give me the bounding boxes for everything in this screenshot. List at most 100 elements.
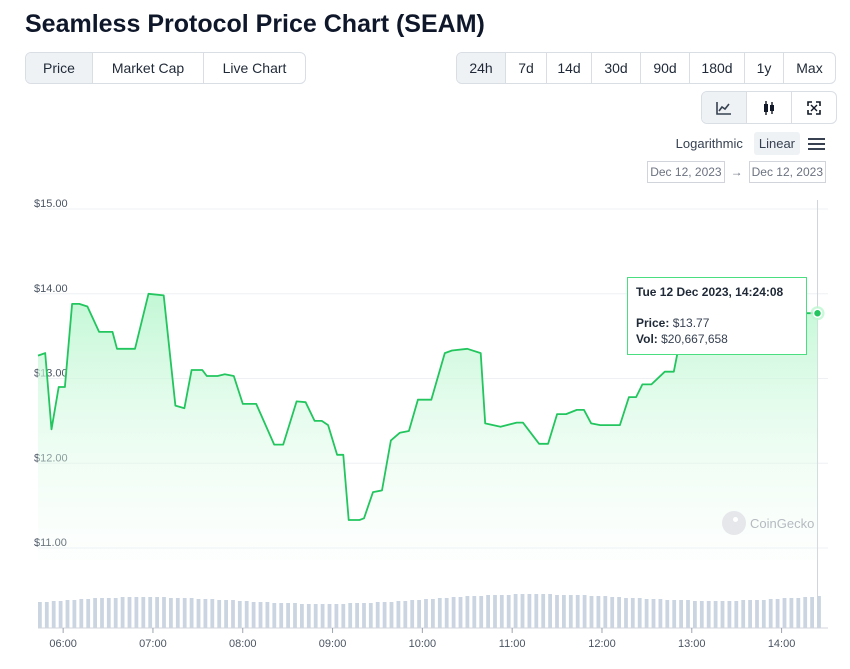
volume-bar (693, 601, 697, 628)
volume-bar (796, 598, 801, 628)
volume-bar (458, 597, 463, 628)
volume-bar (141, 597, 146, 628)
range-180d[interactable]: 180d (689, 53, 744, 83)
volume-bar (810, 597, 814, 628)
volume-bar (444, 598, 449, 628)
volume-bar (251, 602, 256, 628)
volume-bar (741, 600, 746, 628)
volume-bar (617, 597, 621, 628)
volume-bar (148, 597, 153, 628)
logarithmic-option[interactable]: Logarithmic (675, 136, 743, 151)
volume-bar (279, 603, 284, 628)
volume-bar (93, 598, 97, 628)
volume-bar (382, 602, 387, 628)
hamburger-menu-icon[interactable] (806, 134, 826, 154)
volume-bar (306, 604, 311, 628)
volume-bar (100, 598, 104, 628)
volume-bar (582, 595, 587, 628)
volume-bar (610, 597, 615, 628)
x-tick-label: 11:00 (499, 638, 526, 650)
tooltip-vol-label: Vol: (636, 332, 658, 346)
volume-bar (362, 603, 366, 628)
volume-bar (761, 600, 766, 628)
fullscreen-button[interactable] (791, 92, 836, 123)
volume-bar (520, 594, 525, 628)
coingecko-logo-icon (722, 511, 746, 535)
volume-bar (768, 599, 773, 628)
line-chart-icon (716, 101, 731, 115)
time-range-selector: 24h 7d 14d 30d 90d 180d 1y Max (456, 52, 836, 84)
volume-bar (555, 595, 559, 628)
volume-bar (231, 600, 235, 628)
volume-bar (79, 599, 84, 628)
x-tick-label: 09:00 (319, 638, 347, 650)
volume-bar (658, 599, 663, 628)
volume-bar (258, 602, 263, 628)
date-to-input[interactable]: Dec 12, 2023 (748, 161, 826, 183)
volume-bar (224, 600, 228, 628)
volume-bar (334, 604, 339, 628)
tooltip-price-label: Price: (636, 316, 670, 330)
price-tooltip: Tue 12 Dec 2023, 14:24:08 Price: $13.77 … (627, 277, 807, 355)
volume-bar (755, 600, 759, 628)
volume-bar (72, 600, 77, 628)
volume-bar (686, 600, 690, 628)
volume-bar (175, 598, 180, 628)
range-90d[interactable]: 90d (640, 53, 689, 83)
volume-bar (120, 597, 125, 628)
volume-bar (775, 599, 780, 628)
volume-bar (499, 595, 504, 628)
volume-bar (348, 603, 353, 628)
volume-bar (672, 600, 677, 628)
date-range: Dec 12, 2023 → Dec 12, 2023 (647, 161, 826, 183)
candlestick-button[interactable] (746, 92, 791, 123)
tab-market-cap[interactable]: Market Cap (92, 53, 203, 83)
volume-bar (134, 597, 139, 628)
chart-tabs: Price Market Cap Live Chart (25, 52, 306, 84)
volume-bar (541, 594, 546, 628)
linear-option[interactable]: Linear (753, 132, 800, 155)
volume-bar (127, 597, 132, 628)
volume-bar (417, 600, 421, 628)
volume-bar (313, 604, 318, 628)
fullscreen-icon (807, 100, 821, 115)
volume-bar (637, 598, 642, 628)
volume-bar (506, 595, 511, 628)
tab-price[interactable]: Price (26, 53, 92, 83)
volume-bar (341, 604, 346, 628)
volume-bar (568, 595, 573, 628)
volume-bar (189, 598, 194, 628)
tooltip-vol-value: $20,667,658 (661, 332, 728, 346)
range-24h[interactable]: 24h (457, 53, 505, 83)
volume-bar (534, 594, 539, 628)
range-14d[interactable]: 14d (546, 53, 591, 83)
volume-bar (596, 596, 601, 628)
line-chart-button[interactable] (702, 92, 746, 123)
x-tick-label: 06:00 (49, 638, 77, 650)
coingecko-watermark: CoinGecko (722, 511, 814, 535)
range-1y[interactable]: 1y (744, 53, 783, 83)
range-7d[interactable]: 7d (505, 53, 546, 83)
tab-live-chart[interactable]: Live Chart (203, 53, 305, 83)
volume-bar (86, 599, 91, 628)
volume-bar (713, 601, 718, 628)
x-tick-label: 07:00 (139, 638, 167, 650)
volume-bar (486, 595, 490, 628)
x-tick-label: 14:00 (768, 638, 796, 650)
volume-bar (727, 601, 732, 628)
volume-bar (748, 600, 752, 628)
range-30d[interactable]: 30d (591, 53, 640, 83)
volume-bar (630, 598, 635, 628)
volume-bar (603, 596, 608, 628)
volume-bar (355, 603, 359, 628)
volume-bar (286, 603, 290, 628)
range-max[interactable]: Max (783, 53, 835, 83)
y-tick-label: $14.00 (34, 283, 68, 295)
chart-type-selector (701, 91, 837, 124)
x-tick-label: 08:00 (229, 638, 257, 650)
volume-bar (320, 604, 325, 628)
volume-bar (389, 602, 394, 628)
volume-bar (789, 598, 794, 628)
date-from-input[interactable]: Dec 12, 2023 (647, 161, 725, 183)
